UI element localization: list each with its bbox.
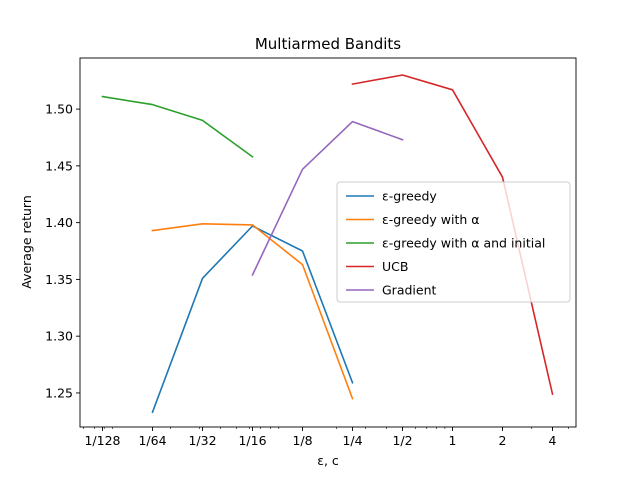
y-tick-label: 1.25 (45, 385, 73, 400)
y-tick-label: 1.30 (45, 329, 73, 344)
x-tick-label: 4 (549, 433, 557, 448)
x-axis-label: ε, c (317, 453, 339, 468)
y-tick-label: 1.40 (45, 215, 73, 230)
x-tick-label: 1/128 (84, 433, 120, 448)
x-tick-label: 1/4 (342, 433, 362, 448)
x-tick-label: 1/64 (138, 433, 166, 448)
x-tick-label: 1/2 (392, 433, 412, 448)
series-line-4 (251, 120, 404, 276)
x-tick-label: 1/8 (292, 433, 312, 448)
series-line-0 (151, 225, 354, 414)
y-tick-label: 1.35 (45, 272, 73, 287)
series-line-2 (101, 95, 254, 158)
legend: ε-greedy ε-greedy with α ε-greedy with α a… (336, 181, 571, 303)
x-axis: 1/128 1/64 1/32 1/16 1/8 1/4 1/2 1 2 4 (83, 427, 569, 448)
chart-title: Multiarmed Bandits (255, 35, 401, 53)
y-axis-label: Average return (19, 195, 34, 289)
y-tick-label: 1.45 (45, 158, 73, 173)
x-tick-label: 1 (449, 433, 457, 448)
legend-label-1: ε-greedy with α (382, 212, 480, 227)
x-tick-label: 1/32 (188, 433, 216, 448)
series-line-1 (151, 223, 354, 400)
legend-label-0: ε-greedy (382, 189, 437, 204)
legend-label-2: ε-greedy with α and initial (382, 236, 545, 251)
legend-label-3: UCB (382, 259, 408, 274)
legend-box (336, 181, 571, 303)
y-tick-label: 1.50 (45, 102, 73, 117)
x-tick-label: 2 (499, 433, 507, 448)
y-axis: 1.25 1.30 1.35 1.40 1.45 1.50 (45, 102, 80, 400)
x-tick-label: 1/16 (238, 433, 266, 448)
plot-frame (79, 57, 577, 428)
legend-label-4: Gradient (382, 283, 437, 298)
